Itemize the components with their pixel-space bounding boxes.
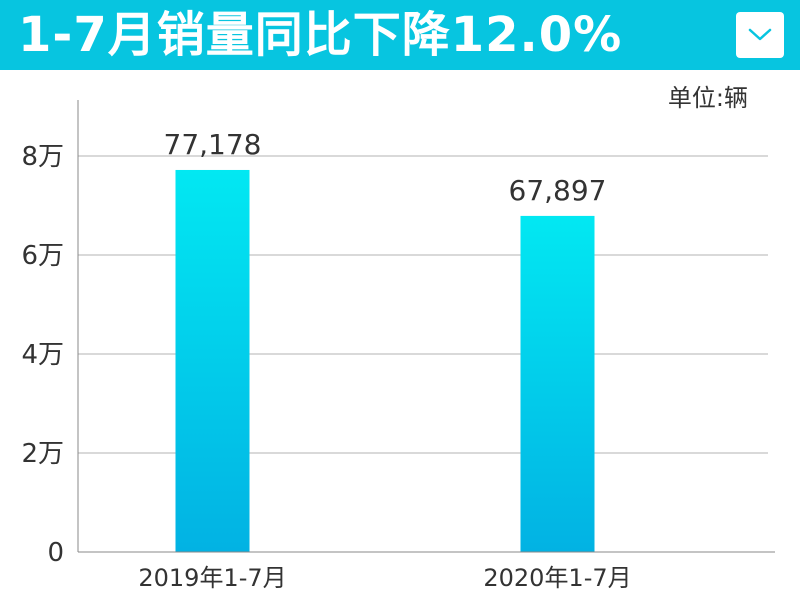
category-labels: 2019年1-7月 2020年1-7月	[138, 564, 631, 592]
bar-value-label: 67,897	[509, 174, 607, 207]
y-tick-label: 6万	[21, 241, 64, 271]
title-banner: 1-7月销量同比下降12.0%	[0, 0, 800, 70]
dropdown-button[interactable]	[736, 12, 784, 58]
y-tick-labels: 0 2万 4万 6万 8万	[21, 142, 64, 568]
page-title: 1-7月销量同比下降12.0%	[18, 7, 623, 63]
category-label: 2019年1-7月	[138, 564, 286, 592]
bars	[175, 169, 595, 552]
y-tick-label: 8万	[21, 142, 64, 172]
unit-label: 单位:辆	[668, 84, 748, 112]
value-labels: 77,178 67,897	[164, 128, 607, 207]
bar	[175, 169, 250, 552]
y-tick-label: 4万	[21, 340, 64, 370]
category-label: 2020年1-7月	[483, 564, 631, 592]
y-tick-label: 0	[47, 538, 64, 568]
chevron-down-icon	[748, 28, 772, 41]
bar-value-label: 77,178	[164, 128, 262, 161]
y-tick-label: 2万	[21, 439, 64, 469]
bar	[520, 215, 595, 552]
